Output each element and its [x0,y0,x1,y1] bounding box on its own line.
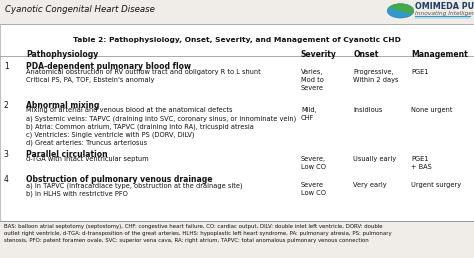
Text: Anatomical obstruction of RV outflow tract and obligatory R to L shunt
Critical : Anatomical obstruction of RV outflow tra… [26,69,261,83]
FancyBboxPatch shape [0,24,474,221]
Text: 2: 2 [4,101,9,110]
Text: Insidious: Insidious [353,107,383,113]
Text: Parallel circulation: Parallel circulation [26,150,108,159]
Text: Pathophysiology: Pathophysiology [26,50,98,59]
Text: d-TGA with intact ventricular septum: d-TGA with intact ventricular septum [26,156,149,162]
Text: Urgent surgery: Urgent surgery [411,182,462,188]
Text: Usually early: Usually early [353,156,396,162]
Text: Very early: Very early [353,182,387,188]
Text: 1: 1 [4,62,9,71]
Text: Cyanotic Congenital Heart Disease: Cyanotic Congenital Heart Disease [5,5,155,13]
Wedge shape [389,4,414,14]
Text: PGE1
+ BAS: PGE1 + BAS [411,156,432,170]
Text: Severity: Severity [301,50,337,59]
Text: Progressive,
Within 2 days: Progressive, Within 2 days [353,69,399,83]
Text: Obstruction of pulmonary venous drainage: Obstruction of pulmonary venous drainage [26,175,212,184]
Text: Abnormal mixing: Abnormal mixing [26,101,100,110]
Text: PDA-dependent pulmonary blood flow: PDA-dependent pulmonary blood flow [26,62,191,71]
Text: Mild,
CHF: Mild, CHF [301,107,317,121]
Text: Innovating Intelligence: Innovating Intelligence [415,11,474,16]
Text: None urgent: None urgent [411,107,453,113]
Text: OMIMEDA PUBLISHERS: OMIMEDA PUBLISHERS [415,2,474,11]
Circle shape [387,4,414,18]
Text: BAS: balloon atrial septotomy (septostomy), CHF: congestive heart failure, CO: c: BAS: balloon atrial septotomy (septostom… [4,224,392,243]
Text: Onset: Onset [353,50,379,59]
Text: Severe
Low CO: Severe Low CO [301,182,326,196]
Text: Management: Management [411,50,468,59]
Text: Table 2: Pathophysiology, Onset, Severity, and Management of Cyanotic CHD: Table 2: Pathophysiology, Onset, Severit… [73,37,401,43]
Text: 4: 4 [4,175,9,184]
Text: PGE1: PGE1 [411,69,429,75]
Text: Severe,
Low CO: Severe, Low CO [301,156,326,170]
Text: 3: 3 [4,150,9,159]
Text: a) In TAPVC (infracardiace type, obstruction at the drainage site)
b) In HLHS wi: a) In TAPVC (infracardiace type, obstruc… [26,182,243,197]
Text: Varies,
Mod to
Severe: Varies, Mod to Severe [301,69,324,91]
Text: Mixing of arterial and venous blood at the anatomical defects
a) Systemic veins:: Mixing of arterial and venous blood at t… [26,107,296,146]
